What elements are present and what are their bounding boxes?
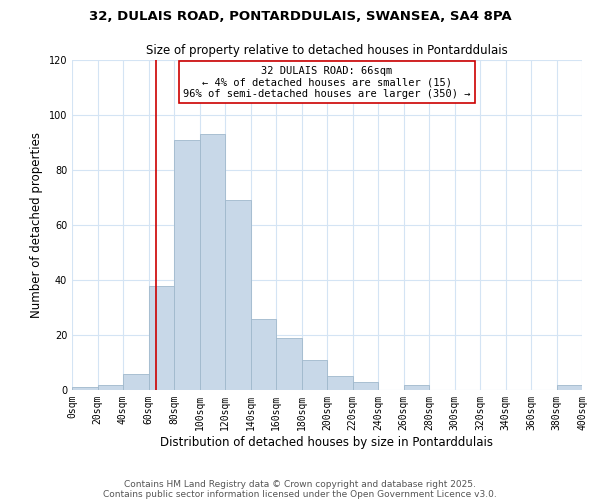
Bar bbox=[149, 286, 174, 390]
Bar bbox=[174, 140, 199, 390]
Bar bbox=[353, 382, 378, 390]
Text: Contains HM Land Registry data © Crown copyright and database right 2025.: Contains HM Land Registry data © Crown c… bbox=[124, 480, 476, 489]
Text: Contains public sector information licensed under the Open Government Licence v3: Contains public sector information licen… bbox=[103, 490, 497, 499]
Bar bbox=[97, 384, 123, 390]
Bar bbox=[302, 360, 327, 390]
X-axis label: Distribution of detached houses by size in Pontarddulais: Distribution of detached houses by size … bbox=[161, 436, 493, 448]
Bar bbox=[404, 384, 429, 390]
Bar bbox=[225, 200, 251, 390]
Text: 32, DULAIS ROAD, PONTARDDULAIS, SWANSEA, SA4 8PA: 32, DULAIS ROAD, PONTARDDULAIS, SWANSEA,… bbox=[89, 10, 511, 23]
Title: Size of property relative to detached houses in Pontarddulais: Size of property relative to detached ho… bbox=[146, 44, 508, 58]
Text: 32 DULAIS ROAD: 66sqm
← 4% of detached houses are smaller (15)
96% of semi-detac: 32 DULAIS ROAD: 66sqm ← 4% of detached h… bbox=[183, 66, 471, 98]
Bar bbox=[276, 338, 302, 390]
Bar bbox=[199, 134, 225, 390]
Y-axis label: Number of detached properties: Number of detached properties bbox=[30, 132, 43, 318]
Bar bbox=[123, 374, 149, 390]
Bar bbox=[557, 384, 582, 390]
Bar bbox=[251, 318, 276, 390]
Bar bbox=[72, 387, 97, 390]
Bar bbox=[327, 376, 353, 390]
